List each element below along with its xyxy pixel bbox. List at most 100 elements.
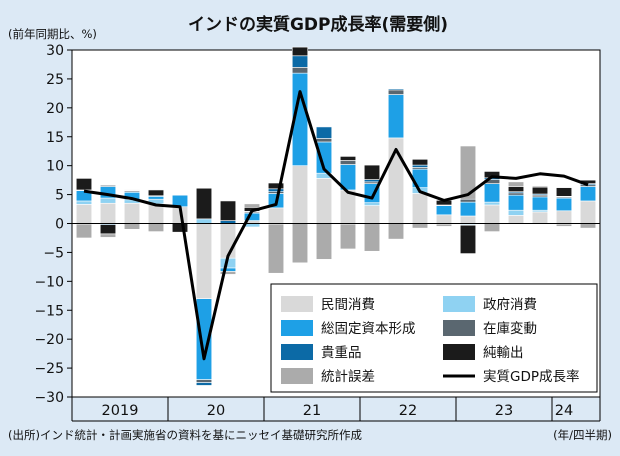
bar-discrepancy	[555, 223, 573, 227]
bar-discrepancy	[315, 223, 333, 260]
legend-label-private-consumption: 民間消費	[321, 297, 375, 313]
bar-gfcf	[555, 197, 573, 212]
bar-private-consumption	[435, 214, 453, 224]
bar-private-consumption	[555, 210, 573, 224]
bar-gfcf	[219, 267, 237, 272]
bar-private-consumption	[579, 200, 597, 224]
bar-discrepancy	[387, 223, 405, 240]
legend-swatch-private-consumption	[281, 296, 313, 312]
bar-net-exports	[171, 223, 189, 233]
bar-gfcf	[459, 201, 477, 217]
bar-gfcf	[483, 183, 501, 203]
legend-swatch-discrepancy	[281, 368, 313, 384]
bar-gfcf	[147, 196, 165, 200]
bar-discrepancy	[435, 223, 453, 227]
bar-discrepancy	[219, 271, 237, 275]
y-tick-label: −30	[34, 390, 64, 406]
bar-private-consumption	[267, 207, 285, 224]
bar-discrepancy	[579, 223, 597, 229]
legend-label-inventory: 在庫変動	[483, 320, 537, 337]
legend-label-gov-consumption: 政府消費	[483, 297, 537, 313]
bar-valuables	[363, 179, 381, 183]
bar-gfcf	[435, 205, 453, 216]
bar-gov-consumption	[195, 218, 213, 224]
bar-discrepancy	[243, 203, 261, 208]
bar-net-exports	[291, 46, 309, 57]
x-year-label: 23	[495, 403, 513, 419]
bar-inventory	[339, 160, 357, 165]
gdp-growth-line	[83, 90, 589, 361]
legend-swatch-inventory	[443, 320, 475, 336]
period-label: (年/四半期)	[553, 428, 612, 442]
bar-discrepancy	[267, 223, 285, 274]
y-tick-label: −20	[34, 332, 64, 348]
y-tick-label: 15	[46, 130, 64, 146]
bar-private-consumption	[291, 165, 309, 224]
bar-private-consumption	[99, 202, 117, 224]
bar-net-exports	[75, 178, 93, 191]
legend-label-gfcf: 総固定資本形成	[321, 321, 416, 337]
x-year-label: 22	[399, 403, 417, 419]
bar-discrepancy	[531, 185, 549, 188]
bar-inventory	[315, 138, 333, 143]
bar-gov-consumption	[75, 200, 93, 205]
bar-inventory	[387, 89, 405, 95]
bar-private-consumption	[363, 205, 381, 224]
bar-net-exports	[555, 187, 573, 197]
legend-box	[270, 283, 598, 393]
chart-title: インドの実質GDP成長率(需要側)	[188, 14, 448, 35]
bar-discrepancy	[291, 223, 309, 264]
bar-private-consumption	[123, 202, 141, 224]
bar-gov-consumption	[99, 197, 117, 204]
bar-gov-consumption	[483, 201, 501, 206]
legend-label-discrepancy: 統計誤差	[321, 369, 375, 385]
y-tick-label: −25	[34, 361, 64, 377]
bar-net-exports	[147, 189, 165, 197]
legend-label-net-exports: 純輸出	[483, 345, 524, 361]
bar-net-exports	[411, 159, 429, 166]
bar-gfcf	[579, 186, 597, 202]
bar-inventory	[459, 198, 477, 203]
bar-gfcf	[387, 94, 405, 139]
bar-net-exports	[507, 186, 525, 192]
bar-net-exports	[339, 156, 357, 161]
bar-discrepancy	[147, 223, 165, 232]
legend-label-valuables: 貴重品	[321, 345, 362, 361]
bar-private-consumption	[195, 223, 213, 299]
bar-discrepancy	[75, 223, 93, 239]
bar-private-consumption	[315, 178, 333, 224]
bar-discrepancy	[123, 223, 141, 230]
y-tick-label: −5	[43, 245, 64, 261]
x-year-label: 24	[555, 403, 573, 419]
y-tick-label: 10	[46, 159, 64, 175]
bar-private-consumption	[483, 204, 501, 224]
bar-inventory	[171, 194, 189, 196]
y-tick-label: 0	[55, 217, 64, 233]
bar-net-exports	[459, 224, 477, 254]
bar-private-consumption	[507, 215, 525, 224]
bar-net-exports	[195, 187, 213, 220]
bar-private-consumption	[531, 211, 549, 224]
bar-inventory	[99, 185, 117, 187]
bar-valuables	[195, 382, 213, 386]
bar-private-consumption	[459, 215, 477, 224]
bar-valuables	[291, 55, 309, 68]
bar-valuables	[315, 126, 333, 139]
bar-inventory	[507, 192, 525, 196]
bar-discrepancy	[99, 233, 117, 238]
y-tick-label: −15	[34, 303, 64, 319]
bar-discrepancy	[459, 145, 477, 200]
legend-swatch-net-exports	[443, 344, 475, 360]
legend-swatch-gov-consumption	[443, 296, 475, 312]
bar-inventory	[291, 67, 309, 74]
bar-net-exports	[267, 182, 285, 190]
bar-inventory	[195, 379, 213, 383]
bar-net-exports	[531, 186, 549, 195]
bar-private-consumption	[411, 193, 429, 224]
y-tick-label: −10	[34, 274, 64, 290]
bar-discrepancy	[411, 223, 429, 229]
legend-swatch-valuables	[281, 344, 313, 360]
bar-gov-consumption	[507, 209, 525, 216]
y-unit-label: (前年同期比、%)	[8, 27, 97, 41]
